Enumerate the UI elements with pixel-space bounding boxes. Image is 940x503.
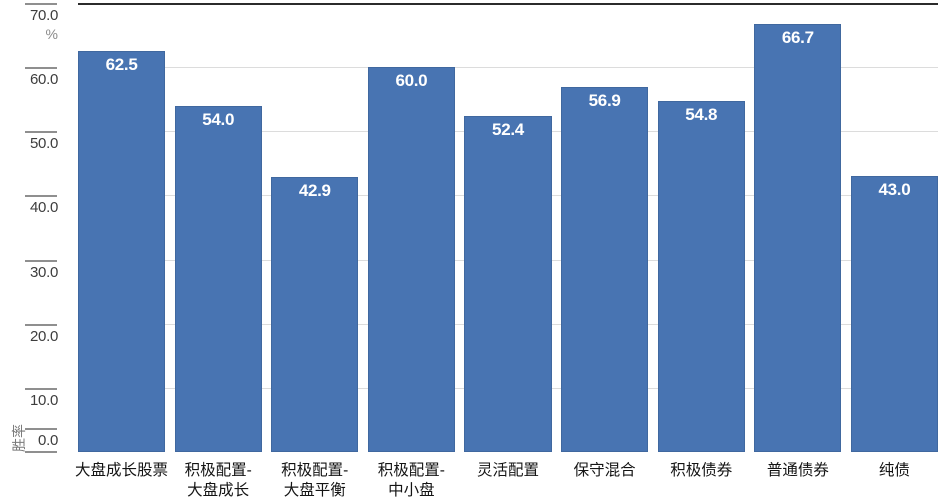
x-category-label-line: 普通债券 xyxy=(766,462,829,479)
y-tick xyxy=(25,195,57,198)
y-axis-unit-label: % xyxy=(45,26,58,42)
x-category-label-line: 大盘平衡 xyxy=(283,482,346,499)
bar: 42.9 xyxy=(271,176,359,452)
x-category-label-line: 保守混合 xyxy=(573,462,636,479)
y-tick xyxy=(25,323,57,326)
x-category-label-line: 灵活配置 xyxy=(476,462,539,479)
bar-value-label: 60.0 xyxy=(395,71,428,91)
bar-value-label: 43.0 xyxy=(878,180,911,200)
x-category-label: 积极债券 xyxy=(639,461,763,481)
x-category-label-line: 大盘成长 xyxy=(187,482,250,499)
y-tick xyxy=(25,3,57,5)
x-category-label-line: 大盘成长股票 xyxy=(75,462,169,479)
x-category-label-line: 积极债券 xyxy=(670,462,733,479)
y-tick xyxy=(25,387,57,390)
x-category-label: 积极配置- 中小盘 xyxy=(349,461,473,501)
bar: 56.9 xyxy=(561,87,649,452)
y-tick-label: 50.0 xyxy=(30,135,58,153)
y-tick-label: 60.0 xyxy=(30,71,58,89)
y-tick-label: 0.0 xyxy=(38,432,58,449)
x-category-label-line: 纯债 xyxy=(878,462,910,479)
y-tick-label: 30.0 xyxy=(30,263,58,281)
bar: 66.7 xyxy=(754,24,842,452)
bar-value-label: 42.9 xyxy=(298,180,331,200)
x-category-label: 灵活配置 xyxy=(446,461,570,481)
bar-value-label: 62.5 xyxy=(105,55,138,75)
x-category-label: 普通债券 xyxy=(736,461,860,481)
gridline xyxy=(78,67,938,69)
x-category-label: 积极配置- 大盘成长 xyxy=(156,461,280,501)
bar: 60.0 xyxy=(367,67,455,452)
y-axis-baseline-tick xyxy=(25,451,57,453)
bar-value-label: 56.9 xyxy=(588,91,621,111)
y-tick xyxy=(25,131,57,134)
x-category-label-line: 积极配置- xyxy=(184,462,252,479)
bar: 62.5 xyxy=(78,51,166,452)
bar: 54.8 xyxy=(657,100,745,452)
y-tick-label: 20.0 xyxy=(30,327,58,345)
bar-value-label: 54.8 xyxy=(685,104,718,124)
y-tick-label: 10.0 xyxy=(30,391,58,409)
x-category-label: 纯债 xyxy=(832,461,940,481)
y-tick xyxy=(25,67,57,70)
y-tick xyxy=(25,259,57,262)
bar: 54.0 xyxy=(174,105,262,452)
x-category-label: 保守混合 xyxy=(543,461,667,481)
plot-area: 62.5 54.0 42.9 60.0 52.4 56.9 54.8 66.7 43.0 xyxy=(78,3,938,452)
bar: 43.0 xyxy=(850,176,938,452)
bar-value-label: 52.4 xyxy=(492,119,524,139)
x-category-label: 积极配置- 大盘平衡 xyxy=(253,461,377,501)
bar-value-label: 54.0 xyxy=(202,109,235,129)
bar: 52.4 xyxy=(464,115,552,452)
y-tick-label: 40.0 xyxy=(30,199,58,217)
x-category-label-line: 积极配置- xyxy=(377,462,445,479)
x-category-label-line: 中小盘 xyxy=(388,482,435,499)
x-category-label-line: 积极配置- xyxy=(281,462,349,479)
x-category-label: 大盘成长股票 xyxy=(60,461,184,481)
y-tick-label: 70.0 xyxy=(30,7,58,24)
axis-top-line xyxy=(78,3,938,5)
y-tick xyxy=(25,428,57,430)
bar-value-label: 66.7 xyxy=(781,28,814,48)
